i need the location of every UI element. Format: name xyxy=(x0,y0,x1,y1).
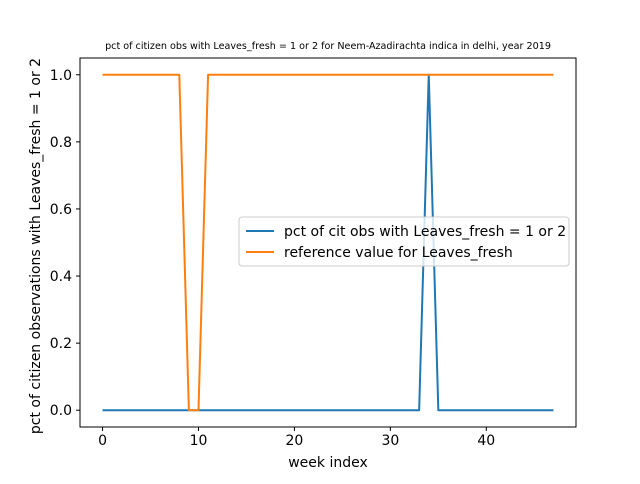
series-line-1 xyxy=(102,73,554,412)
axes-frame xyxy=(79,57,577,428)
x-tick-label: 20 xyxy=(286,433,304,449)
series-line-2 xyxy=(102,73,554,412)
x-tick-label: 0 xyxy=(98,433,107,449)
legend-frame xyxy=(238,216,570,267)
legend-label-series-1: pct of cit obs with Leaves_fresh = 1 or … xyxy=(284,224,566,240)
x-tick-label: 40 xyxy=(477,433,495,449)
axes: 0 10 20 30 40 0.0 0.2 0.4 0.6 0.8 1.0 xyxy=(50,57,577,449)
y-tick-label: 1.0 xyxy=(50,68,72,84)
y-tick-label: 0.8 xyxy=(50,135,72,151)
plot-area xyxy=(102,73,554,412)
y-tick-label: 0.0 xyxy=(50,403,72,419)
x-axis-label: week index xyxy=(288,455,368,471)
x-tick-label: 10 xyxy=(190,433,208,449)
y-axis-label: pct of citizen observations with Leaves_… xyxy=(28,58,44,434)
y-tick-label: 0.4 xyxy=(50,269,72,285)
y-tick-label: 0.6 xyxy=(50,202,72,218)
y-tick-label: 0.2 xyxy=(50,336,72,352)
chart-title: pct of citizen obs with Leaves_fresh = 1… xyxy=(105,41,551,52)
legend: pct of cit obs with Leaves_fresh = 1 or … xyxy=(238,216,570,267)
legend-label-series-2: reference value for Leaves_fresh xyxy=(284,245,513,261)
x-tick-label: 30 xyxy=(381,433,399,449)
